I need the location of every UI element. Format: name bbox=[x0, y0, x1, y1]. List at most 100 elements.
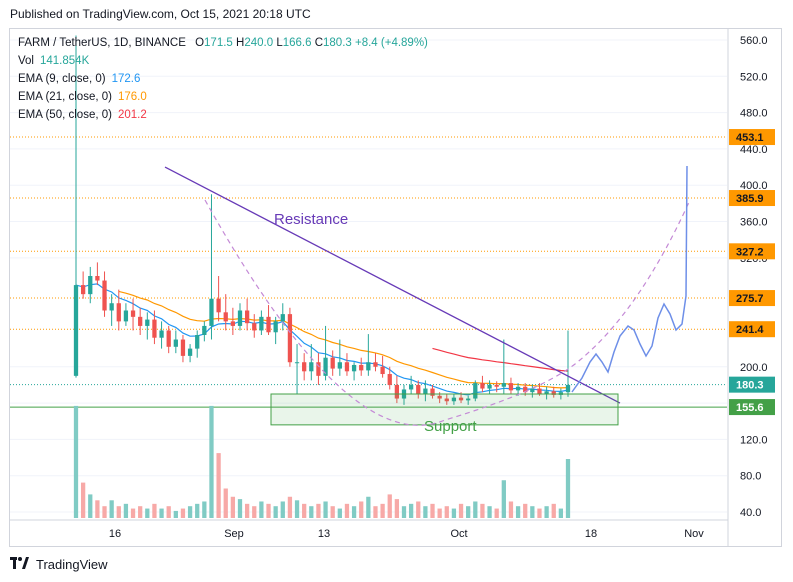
candle-body bbox=[316, 362, 321, 376]
volume-bar bbox=[423, 506, 428, 518]
volume-bar bbox=[145, 508, 150, 518]
volume-bar bbox=[209, 405, 214, 518]
volume-bar bbox=[244, 503, 250, 518]
candle-body bbox=[451, 397, 457, 402]
candle bbox=[266, 305, 271, 335]
volume-bar bbox=[330, 506, 335, 518]
candle bbox=[237, 303, 243, 331]
candle-body bbox=[394, 384, 400, 399]
volume-bar bbox=[444, 506, 449, 518]
support-zone bbox=[270, 393, 619, 426]
candle-body bbox=[444, 398, 449, 402]
volume-bar bbox=[551, 503, 556, 518]
candle bbox=[116, 289, 121, 331]
ema-50-line bbox=[432, 347, 569, 372]
volume-bar bbox=[88, 494, 93, 518]
volume-bar bbox=[473, 501, 478, 518]
price-tick-label: 440.0 bbox=[740, 144, 768, 156]
candle bbox=[508, 377, 514, 394]
candle-body bbox=[109, 303, 114, 311]
candle-body bbox=[187, 348, 193, 356]
change-value: +8.4 (+4.89%) bbox=[355, 37, 428, 49]
footer: TradingView bbox=[10, 557, 108, 572]
candle-body bbox=[216, 298, 221, 313]
candle-body bbox=[494, 384, 499, 387]
volume-bar bbox=[202, 501, 207, 518]
candle bbox=[359, 357, 364, 376]
candle-body bbox=[366, 362, 371, 371]
volume-bar bbox=[530, 506, 535, 518]
candle-body bbox=[95, 276, 100, 281]
price-tick-label: 40.0 bbox=[740, 507, 761, 519]
symbol-label: FARM / TetherUS, 1D, BINANCE bbox=[18, 37, 186, 49]
price-tag-text: 327.2 bbox=[736, 246, 764, 258]
legend-vol-row: Vol 141.854K bbox=[18, 55, 90, 67]
support-label: Support bbox=[424, 418, 477, 435]
legend-ema21-row: EMA (21, close, 0) 176.0 bbox=[18, 91, 147, 103]
volume-bar bbox=[309, 506, 314, 518]
volume-bar bbox=[373, 506, 378, 518]
candle bbox=[130, 298, 136, 331]
candle-body bbox=[523, 386, 528, 393]
volume-bar bbox=[109, 500, 114, 518]
candle bbox=[195, 330, 200, 358]
candle bbox=[273, 316, 278, 345]
chart-frame bbox=[9, 28, 782, 547]
candle bbox=[466, 395, 471, 405]
volume-bar bbox=[380, 503, 385, 518]
candle bbox=[223, 294, 228, 331]
candle bbox=[480, 375, 485, 393]
price-tag-bg bbox=[729, 190, 775, 207]
candle bbox=[244, 298, 250, 331]
price-tag-text: 275.7 bbox=[736, 293, 764, 305]
candle-body bbox=[273, 321, 278, 333]
candle bbox=[451, 394, 457, 405]
volume-bar bbox=[344, 503, 350, 518]
volume-bar bbox=[223, 488, 228, 518]
candle-body bbox=[351, 364, 357, 372]
price-tick-label: 520.0 bbox=[740, 71, 768, 83]
candle-body bbox=[537, 388, 542, 394]
level-price-tag: 275.7 bbox=[729, 290, 775, 307]
candle bbox=[309, 344, 314, 381]
volume-bar bbox=[401, 506, 407, 518]
volume-bar bbox=[294, 500, 300, 518]
candle bbox=[565, 330, 571, 397]
candle-body bbox=[501, 383, 506, 387]
candle-body bbox=[515, 386, 521, 391]
candle-body bbox=[416, 384, 421, 394]
candle bbox=[145, 312, 150, 340]
candle bbox=[494, 381, 499, 393]
volume-bar bbox=[466, 506, 471, 518]
ohlc-open: O171.5 bbox=[195, 37, 233, 49]
volume-bar bbox=[523, 503, 528, 518]
candle bbox=[259, 310, 264, 335]
candle-body bbox=[530, 388, 535, 393]
volume-bar bbox=[487, 506, 492, 518]
candle-body bbox=[230, 321, 236, 326]
candle bbox=[351, 362, 357, 381]
time-tick-label: Nov bbox=[684, 528, 704, 540]
candle bbox=[216, 276, 221, 322]
candle bbox=[209, 194, 214, 340]
candle bbox=[287, 307, 293, 367]
price-tag-bg bbox=[729, 399, 775, 416]
time-tick-label: 16 bbox=[109, 528, 121, 540]
candle-body bbox=[430, 388, 435, 396]
volume-bar bbox=[95, 500, 100, 518]
volume-bar bbox=[351, 506, 357, 518]
volume-bar bbox=[515, 506, 521, 518]
volume-bar bbox=[430, 503, 435, 518]
volume-bar bbox=[323, 501, 328, 518]
volume-bar bbox=[480, 503, 485, 518]
candle-body bbox=[302, 362, 307, 372]
candle bbox=[487, 380, 492, 394]
ema-9-line bbox=[75, 283, 569, 396]
candle-body bbox=[487, 384, 492, 389]
candle-body bbox=[88, 276, 93, 295]
volume-bar bbox=[152, 503, 157, 518]
candle-body bbox=[408, 384, 414, 390]
volume-bar bbox=[230, 496, 236, 518]
candle-body bbox=[280, 314, 285, 322]
